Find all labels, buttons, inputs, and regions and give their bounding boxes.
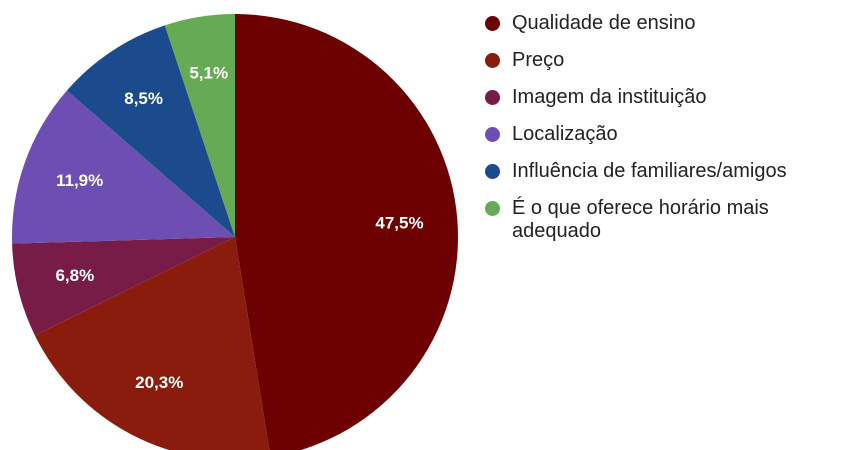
data-label: 11,9% — [56, 171, 103, 190]
chart: 47,5% 20,3% 6,8% 11,9% 8,5% 5,1% — [11, 14, 458, 450]
pie-slice — [66, 25, 235, 237]
legend-swatch — [485, 16, 500, 31]
data-label: 5,1% — [189, 64, 228, 83]
legend-item: Preço — [484, 49, 844, 72]
legend-label: Localização — [512, 123, 618, 145]
pie-slice — [11, 90, 235, 244]
legend-label: Preço — [512, 49, 565, 71]
legend-item: É o que oferece horário mais adequado — [484, 197, 844, 243]
legend-label: Imagem da instituição — [512, 86, 707, 108]
data-label: 47,5% — [375, 213, 423, 232]
legend-item: Imagem da instituição — [484, 86, 844, 109]
legend-label: Influência de familiares/amigos — [512, 160, 787, 182]
legend-swatch — [485, 164, 500, 179]
pie-slice — [235, 14, 458, 450]
legend: Qualidade de ensino Preço Imagem da instit… — [484, 12, 844, 257]
legend-label: É o que oferece horário mais adequado — [512, 197, 769, 242]
pie-slice — [34, 237, 270, 450]
data-label: 20,3% — [135, 373, 183, 392]
legend-item: Qualidade de ensino — [484, 12, 844, 35]
legend-item: Influência de familiares/amigos — [484, 160, 844, 183]
pie-slice — [164, 14, 235, 237]
legend-label: Qualidade de ensino — [512, 12, 696, 34]
legend-swatch — [485, 53, 500, 68]
data-label: 6,8% — [55, 266, 94, 285]
data-label: 8,5% — [124, 89, 163, 108]
pie-slice — [12, 237, 236, 336]
legend-swatch — [485, 90, 500, 105]
legend-item: Localização — [484, 123, 844, 146]
legend-swatch — [485, 201, 500, 216]
legend-swatch — [485, 127, 500, 142]
